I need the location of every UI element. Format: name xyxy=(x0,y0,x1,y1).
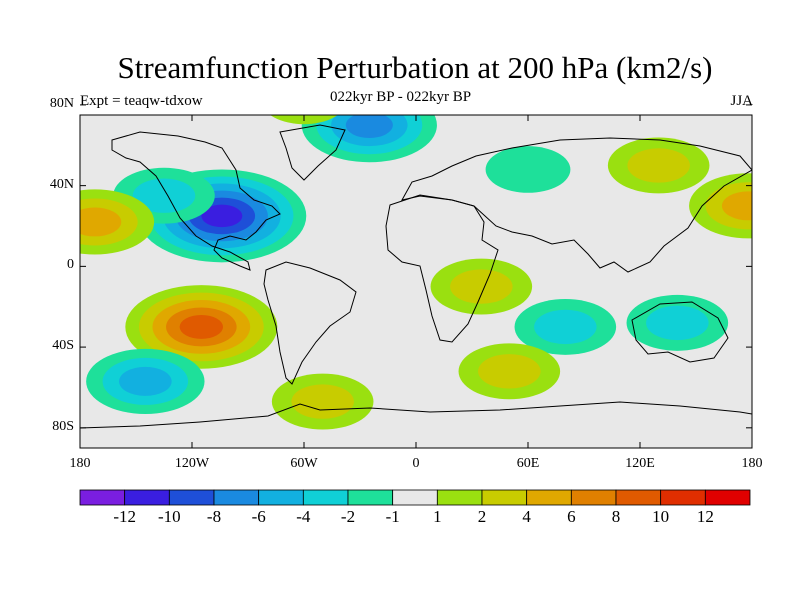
colorbar-label: -6 xyxy=(251,507,266,526)
contour-band xyxy=(201,204,243,228)
colorbar-label: 12 xyxy=(696,507,714,526)
anomaly-east-asia-high xyxy=(607,137,710,194)
colorbar-swatch xyxy=(570,489,617,506)
axis-ticks xyxy=(79,104,753,448)
contour-band xyxy=(132,178,196,213)
contour-band xyxy=(291,384,354,419)
page-title: Streamfunction Perturbation at 200 hPa (… xyxy=(117,50,713,85)
y-tick-label: 40S xyxy=(52,338,74,354)
colorbar-swatch xyxy=(347,489,394,506)
anomaly-indian-ocean-low xyxy=(514,298,617,355)
contour-band xyxy=(485,146,571,193)
coastline-australia xyxy=(631,301,729,363)
colorbar-label: 8 xyxy=(611,507,621,526)
colorbar-swatch xyxy=(526,489,572,506)
colorbar-swatch xyxy=(660,489,706,506)
anomaly-central-pacific-high xyxy=(80,189,155,255)
coastline-layer xyxy=(80,124,752,429)
coastline-north-america xyxy=(111,131,281,271)
colorbar xyxy=(79,489,751,506)
colorbar-label: -8 xyxy=(206,507,222,526)
colorbar-swatch xyxy=(615,489,662,506)
contour-band xyxy=(646,305,709,341)
x-tick-label: 60W xyxy=(290,456,318,471)
colorbar-swatch xyxy=(79,489,126,506)
anomaly-drake-passage-high xyxy=(271,373,374,430)
contour-band xyxy=(721,191,752,221)
x-tick-label: 120W xyxy=(174,456,210,471)
contour-band xyxy=(179,314,224,339)
x-tick-label: 180 xyxy=(69,456,91,471)
colorbar-swatch xyxy=(481,489,528,506)
contour-band xyxy=(119,366,172,396)
colorbar-label: -1 xyxy=(385,507,400,526)
x-tick-label: 0 xyxy=(412,456,420,471)
colorbar-label: 6 xyxy=(567,507,576,526)
colorbar-swatch xyxy=(168,489,215,506)
anomaly-western-pacific-high xyxy=(689,173,752,239)
contour-band xyxy=(534,309,597,345)
y-tick-label: 0 xyxy=(67,257,74,273)
colorbar-label: 4 xyxy=(522,507,531,526)
y-tick-label: 40N xyxy=(49,176,74,192)
experiment-label: Expt = teaqw-tdxow xyxy=(80,93,203,109)
colorbar-swatch xyxy=(302,489,349,506)
colorbar-swatch xyxy=(213,489,260,506)
anomaly-south-pacific-low xyxy=(86,348,205,414)
coastline-south-america xyxy=(263,261,357,385)
colorbar-swatch xyxy=(436,489,483,506)
contour-band xyxy=(80,207,122,237)
y-tick-label: 80N xyxy=(49,95,74,111)
anomaly-southeast-pacific-high xyxy=(125,285,278,369)
coastline-antarctica xyxy=(80,401,752,429)
contour-band xyxy=(450,269,513,304)
coastline-eurasia xyxy=(401,137,752,273)
coastline-greenland xyxy=(279,124,346,181)
x-tick-label: 180 xyxy=(741,456,763,471)
y-tick-label: 80S xyxy=(52,418,74,434)
colorbar-label: -12 xyxy=(113,507,136,526)
anomaly-field-layer xyxy=(80,115,752,430)
contour-band xyxy=(627,148,690,183)
contour-band xyxy=(478,354,541,389)
colorbar-label: 10 xyxy=(652,507,670,526)
colorbar-label: 2 xyxy=(477,507,487,526)
x-tick-label: 120E xyxy=(625,456,655,471)
colorbar-label: -2 xyxy=(340,507,356,526)
colorbar-label: -10 xyxy=(157,507,181,526)
colorbar-label: 1 xyxy=(433,507,442,526)
anomaly-eurasia-low xyxy=(485,146,571,193)
contour-band xyxy=(345,115,393,139)
colorbar-swatch xyxy=(704,489,751,506)
anomaly-north-atlantic-low xyxy=(301,115,437,163)
colorbar-label: -4 xyxy=(296,507,311,526)
x-tick-label: 60E xyxy=(516,456,540,471)
period-label: 022kyr BP - 022kyr BP xyxy=(330,89,472,105)
colorbar-swatch xyxy=(124,489,170,506)
colorbar-swatch xyxy=(392,489,438,506)
anomaly-southern-africa-high xyxy=(430,258,533,315)
colorbar-swatch xyxy=(258,489,304,506)
anomaly-southern-ocean-high xyxy=(458,343,561,400)
